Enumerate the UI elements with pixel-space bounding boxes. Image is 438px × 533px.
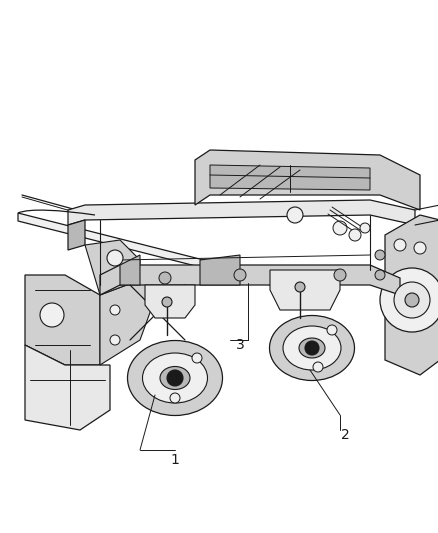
Circle shape — [375, 250, 385, 260]
Ellipse shape — [142, 353, 208, 403]
Text: 1: 1 — [170, 453, 180, 467]
Circle shape — [327, 325, 337, 335]
Polygon shape — [25, 345, 110, 430]
Ellipse shape — [299, 338, 325, 358]
Circle shape — [333, 221, 347, 235]
Circle shape — [414, 242, 426, 254]
Circle shape — [394, 282, 430, 318]
Circle shape — [159, 272, 171, 284]
Circle shape — [110, 305, 120, 315]
Circle shape — [405, 293, 419, 307]
Circle shape — [334, 269, 346, 281]
Polygon shape — [68, 220, 85, 250]
Circle shape — [110, 335, 120, 345]
Polygon shape — [200, 255, 240, 285]
Circle shape — [40, 303, 64, 327]
Circle shape — [375, 270, 385, 280]
Circle shape — [380, 268, 438, 332]
Text: 2: 2 — [341, 428, 350, 442]
Polygon shape — [120, 255, 140, 285]
Polygon shape — [145, 285, 195, 318]
Polygon shape — [25, 275, 100, 365]
Circle shape — [349, 229, 361, 241]
Text: 3: 3 — [236, 338, 244, 352]
Polygon shape — [68, 200, 415, 225]
Circle shape — [305, 341, 319, 355]
Ellipse shape — [127, 341, 223, 416]
Circle shape — [170, 393, 180, 403]
Polygon shape — [100, 280, 160, 365]
Circle shape — [234, 269, 246, 281]
Circle shape — [394, 239, 406, 251]
Circle shape — [167, 370, 183, 386]
Polygon shape — [85, 240, 140, 295]
Ellipse shape — [283, 326, 341, 370]
Circle shape — [295, 282, 305, 292]
Ellipse shape — [269, 316, 354, 381]
Polygon shape — [385, 215, 438, 375]
Ellipse shape — [160, 367, 190, 390]
Polygon shape — [270, 270, 340, 310]
Polygon shape — [100, 265, 400, 295]
Circle shape — [192, 353, 202, 363]
Circle shape — [313, 362, 323, 372]
Polygon shape — [195, 150, 420, 210]
Polygon shape — [210, 165, 370, 190]
Polygon shape — [18, 213, 330, 300]
Circle shape — [287, 207, 303, 223]
Circle shape — [360, 223, 370, 233]
Circle shape — [162, 297, 172, 307]
Circle shape — [107, 250, 123, 266]
